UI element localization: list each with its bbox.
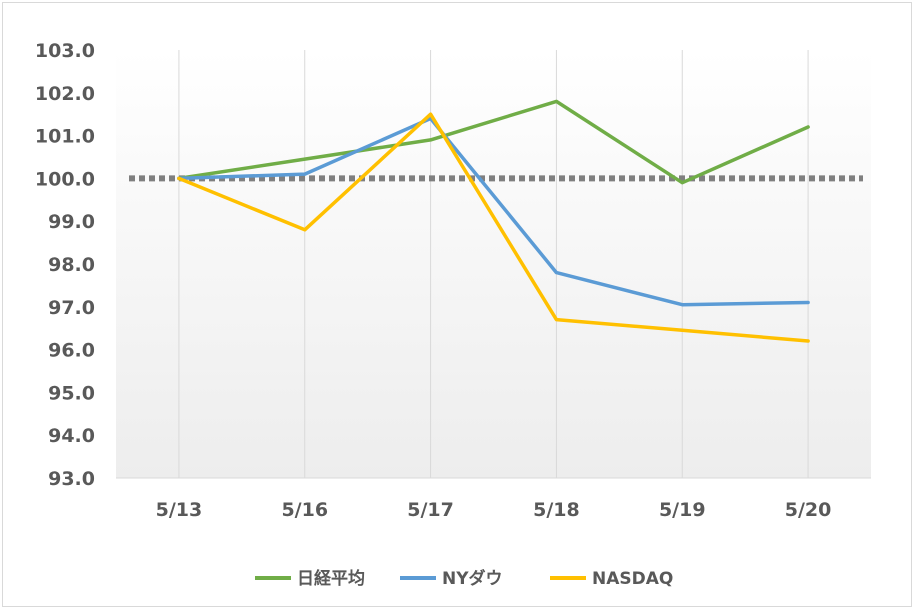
x-tick-label: 5/13: [156, 499, 203, 521]
y-tick-label: 96.0: [48, 340, 95, 362]
gridlines: [116, 50, 871, 479]
series-lines: [177, 99, 810, 343]
x-tick-label: 5/20: [785, 499, 832, 521]
series-line-2: [177, 112, 810, 343]
y-tick-label: 103.0: [35, 40, 95, 62]
x-tick-label: 5/17: [407, 499, 454, 521]
x-tick-label: 5/16: [281, 499, 328, 521]
y-tick-label: 94.0: [48, 425, 95, 447]
legend-label: 日経平均: [297, 568, 365, 589]
x-tick-label: 5/19: [659, 499, 706, 521]
y-tick-label: 93.0: [48, 468, 95, 490]
legend: 日経平均 NYダウ NASDAQ: [255, 568, 673, 589]
y-tick-label: 98.0: [48, 254, 95, 276]
series-line-0: [177, 99, 810, 185]
y-tick-label: 97.0: [48, 297, 95, 319]
y-tick-label: 95.0: [48, 382, 95, 404]
plot-area: [116, 50, 871, 478]
y-tick-label: 100.0: [35, 168, 95, 190]
legend-label: NYダウ: [442, 568, 503, 589]
y-axis-ticks: 93.0 94.0 95.0 96.0 97.0 98.0 99.0 100.0 101.0 10…: [35, 40, 95, 490]
x-axis-ticks: 5/13 5/16 5/17 5/18 5/19 5/20: [156, 499, 832, 521]
y-tick-label: 102.0: [35, 83, 95, 105]
y-tick-label: 101.0: [35, 126, 95, 148]
legend-label: NASDAQ: [592, 569, 673, 589]
line-chart: 93.0 94.0 95.0 96.0 97.0 98.0 99.0 100.0 101.0 10…: [35, 40, 871, 589]
x-tick-label: 5/18: [533, 499, 580, 521]
series-line-1: [177, 116, 810, 307]
y-tick-label: 99.0: [48, 211, 95, 233]
